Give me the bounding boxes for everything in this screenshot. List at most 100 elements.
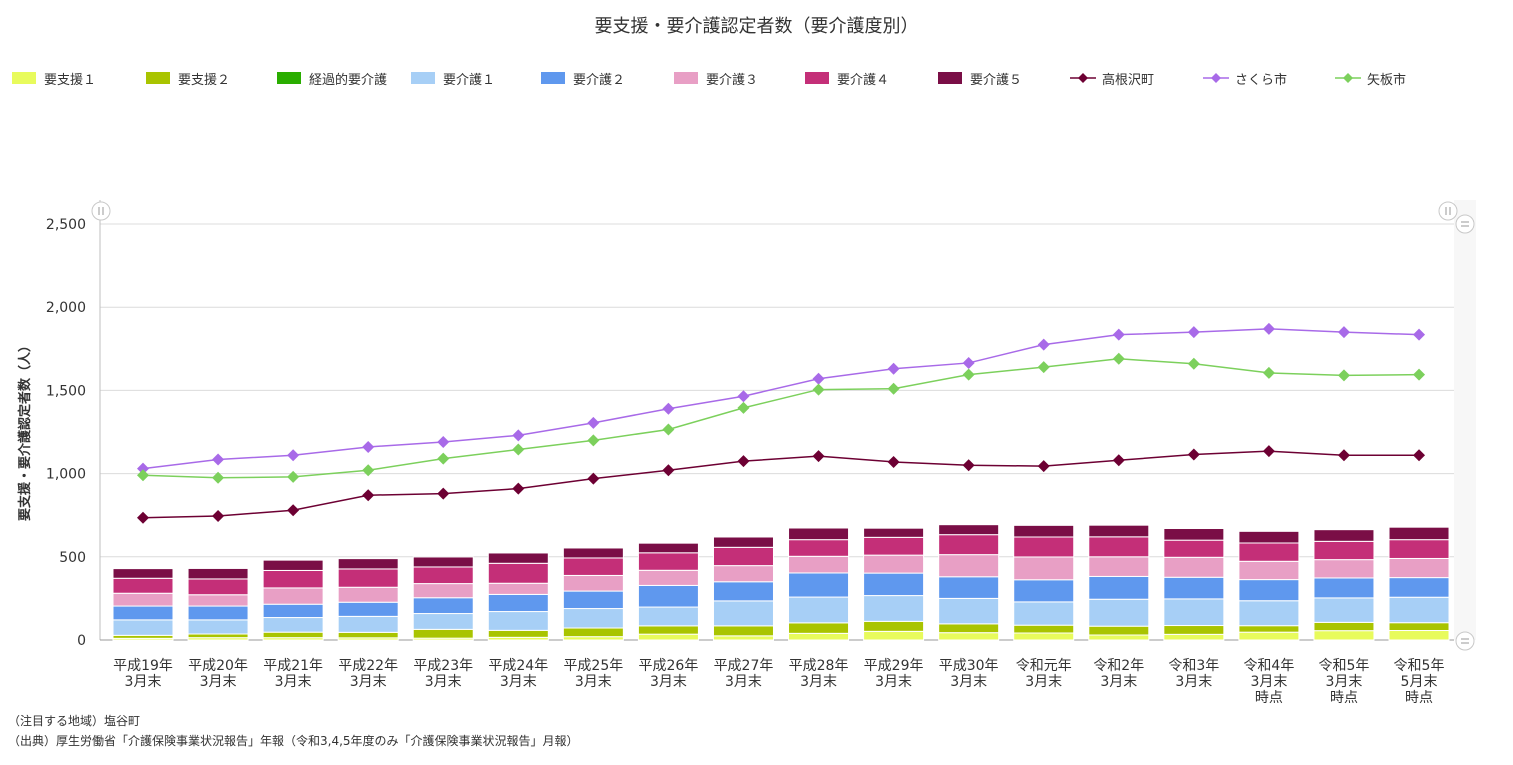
bar-segment[interactable] xyxy=(562,590,624,610)
bar-segment[interactable] xyxy=(863,630,925,641)
bar-segment[interactable] xyxy=(863,527,925,538)
scroll-handle-bottom[interactable] xyxy=(1455,631,1475,651)
bar-segment[interactable] xyxy=(1388,622,1450,632)
bar-segment[interactable] xyxy=(712,565,774,583)
bar-segment[interactable] xyxy=(1238,542,1300,562)
series-point[interactable] xyxy=(962,368,975,381)
bar-segment[interactable] xyxy=(1163,625,1225,635)
bar-segment[interactable] xyxy=(1313,559,1375,579)
series-point[interactable] xyxy=(1413,328,1426,341)
bar-segment[interactable] xyxy=(1013,524,1075,538)
bar-segment[interactable] xyxy=(1013,601,1075,626)
bar-segment[interactable] xyxy=(412,556,474,568)
bar-segment[interactable] xyxy=(1388,526,1450,541)
bar-segment[interactable] xyxy=(637,552,699,571)
bar-segment[interactable] xyxy=(112,592,174,607)
bar-segment[interactable] xyxy=(262,569,324,589)
bar-segment[interactable] xyxy=(788,572,850,598)
series-point[interactable] xyxy=(1112,454,1125,467)
series-point[interactable] xyxy=(287,449,300,462)
series-point[interactable] xyxy=(287,470,300,483)
series-point[interactable] xyxy=(1262,366,1275,379)
series-point[interactable] xyxy=(212,453,225,466)
bar-segment[interactable] xyxy=(187,633,249,639)
bar-segment[interactable] xyxy=(112,619,174,636)
bar-segment[interactable] xyxy=(863,572,925,597)
series-point[interactable] xyxy=(137,462,149,475)
bar-segment[interactable] xyxy=(187,619,249,635)
bar-segment[interactable] xyxy=(187,605,249,621)
series-point[interactable] xyxy=(1037,460,1050,473)
scroll-handle-left[interactable] xyxy=(91,201,111,221)
series-point[interactable] xyxy=(887,362,900,375)
bar-segment[interactable] xyxy=(788,539,850,557)
series-point[interactable] xyxy=(1187,448,1200,461)
series-point[interactable] xyxy=(887,455,900,468)
series-point[interactable] xyxy=(812,383,825,396)
bar-segment[interactable] xyxy=(712,635,774,641)
bar-segment[interactable] xyxy=(1163,528,1225,541)
bar-segment[interactable] xyxy=(112,568,174,579)
bar-segment[interactable] xyxy=(1013,632,1075,641)
series-point[interactable] xyxy=(587,434,600,447)
bar-segment[interactable] xyxy=(112,605,174,621)
bar-segment[interactable] xyxy=(562,608,624,629)
scroll-handle-right[interactable] xyxy=(1438,201,1458,221)
bar-segment[interactable] xyxy=(412,613,474,630)
bar-segment[interactable] xyxy=(187,567,249,580)
series-point[interactable] xyxy=(137,511,149,524)
bar-segment[interactable] xyxy=(1388,557,1450,579)
legend-item[interactable]: 矢板市 xyxy=(1335,68,1406,88)
series-point[interactable] xyxy=(737,390,750,403)
bar-segment[interactable] xyxy=(1313,529,1375,542)
series-point[interactable] xyxy=(1037,361,1050,374)
bar-segment[interactable] xyxy=(262,617,324,633)
bar-segment[interactable] xyxy=(712,625,774,637)
series-point[interactable] xyxy=(437,435,450,448)
series-point[interactable] xyxy=(512,482,525,495)
bar-segment[interactable] xyxy=(337,568,399,588)
series-point[interactable] xyxy=(662,464,675,477)
bar-segment[interactable] xyxy=(1088,575,1150,600)
bar-segment[interactable] xyxy=(1013,536,1075,558)
bar-segment[interactable] xyxy=(562,547,624,559)
series-point[interactable] xyxy=(1112,328,1125,341)
series-point[interactable] xyxy=(1337,369,1350,382)
bar-segment[interactable] xyxy=(487,552,549,564)
bar-segment[interactable] xyxy=(412,583,474,599)
bar-segment[interactable] xyxy=(712,600,774,627)
bar-segment[interactable] xyxy=(938,576,1000,599)
bar-segment[interactable] xyxy=(337,601,399,617)
series-point[interactable] xyxy=(662,402,675,415)
bar-segment[interactable] xyxy=(938,524,1000,536)
bar-segment[interactable] xyxy=(1238,631,1300,641)
bar-segment[interactable] xyxy=(1088,536,1150,558)
legend-item[interactable]: さくら市 xyxy=(1203,68,1287,88)
series-point[interactable] xyxy=(1112,352,1125,365)
legend-item[interactable]: 要介護１ xyxy=(411,68,495,88)
legend-item[interactable]: 要介護４ xyxy=(805,68,889,88)
legend-item[interactable]: 要介護５ xyxy=(938,68,1022,88)
series-point[interactable] xyxy=(737,455,750,468)
series-point[interactable] xyxy=(1037,338,1050,351)
bar-segment[interactable] xyxy=(1088,524,1150,538)
bar-segment[interactable] xyxy=(1313,540,1375,561)
series-point[interactable] xyxy=(437,452,450,465)
bar-segment[interactable] xyxy=(637,584,699,608)
bar-segment[interactable] xyxy=(487,562,549,584)
bar-segment[interactable] xyxy=(1088,598,1150,627)
bar-segment[interactable] xyxy=(487,629,549,638)
bar-segment[interactable] xyxy=(1088,625,1150,636)
bar-segment[interactable] xyxy=(1163,576,1225,600)
bar-segment[interactable] xyxy=(112,577,174,594)
series-point[interactable] xyxy=(962,459,975,472)
bar-segment[interactable] xyxy=(1313,621,1375,632)
series-point[interactable] xyxy=(962,356,975,369)
bar-segment[interactable] xyxy=(1238,530,1300,544)
series-point[interactable] xyxy=(1337,326,1350,339)
series-point[interactable] xyxy=(1262,445,1275,458)
bar-segment[interactable] xyxy=(262,603,324,619)
bar-segment[interactable] xyxy=(788,555,850,574)
bar-segment[interactable] xyxy=(637,625,699,635)
bar-segment[interactable] xyxy=(788,622,850,634)
